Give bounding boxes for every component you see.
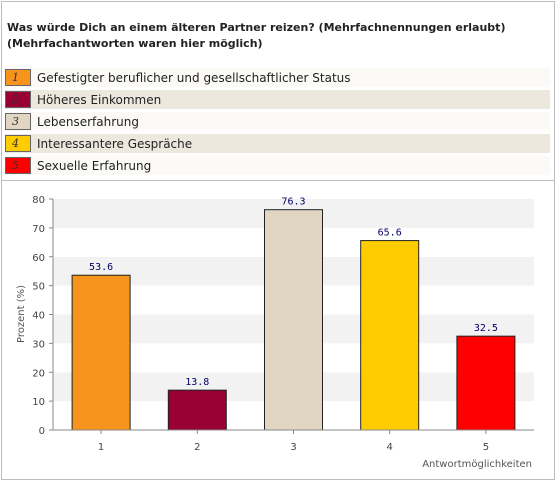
section-divider bbox=[1, 180, 555, 181]
y-tick-label: 50 bbox=[32, 282, 45, 293]
question-line-2: (Mehrfachantworten waren hier möglich) bbox=[7, 37, 263, 50]
legend: 1 Gefestigter beruflicher und gesellscha… bbox=[5, 68, 550, 178]
y-tick-label: 60 bbox=[32, 253, 45, 264]
legend-item-4: 4 Interessantere Gespräche bbox=[5, 134, 550, 153]
x-tick-label-4: 4 bbox=[387, 442, 393, 453]
legend-label-4: Interessantere Gespräche bbox=[37, 136, 193, 151]
legend-number-3: 3 bbox=[12, 115, 19, 128]
legend-label-2: Höheres Einkommen bbox=[37, 92, 162, 107]
bar-1 bbox=[71, 274, 131, 431]
data-label-2: 13.8 bbox=[185, 377, 209, 388]
question-title: Was würde Dich an einem älteren Partner … bbox=[7, 20, 552, 52]
legend-item-1: 1 Gefestigter beruflicher und gesellscha… bbox=[5, 68, 550, 87]
legend-label-3: Lebenserfahrung bbox=[37, 114, 139, 129]
data-label-4: 65.6 bbox=[378, 228, 402, 239]
legend-swatch-4: 4 bbox=[5, 135, 31, 152]
x-tick-label-2: 2 bbox=[194, 442, 200, 453]
legend-swatch-2: 2 bbox=[5, 91, 31, 108]
legend-number-5: 5 bbox=[12, 159, 19, 172]
data-label-1: 53.6 bbox=[89, 262, 113, 273]
x-tick-label-1: 1 bbox=[98, 442, 104, 453]
x-tick-label-5: 5 bbox=[483, 442, 489, 453]
legend-swatch-3: 3 bbox=[5, 113, 31, 130]
y-tick-label: 0 bbox=[39, 426, 45, 437]
legend-item-3: 3 Lebenserfahrung bbox=[5, 112, 550, 131]
data-label-5: 32.5 bbox=[474, 323, 498, 334]
legend-number-1: 1 bbox=[12, 71, 19, 84]
y-tick-label: 70 bbox=[32, 224, 45, 235]
y-axis-label: Prozent (%) bbox=[16, 285, 27, 343]
y-tick-label: 80 bbox=[32, 195, 45, 206]
legend-number-2: 2 bbox=[12, 93, 19, 106]
y-tick-label: 40 bbox=[32, 311, 45, 322]
data-label-3: 76.3 bbox=[281, 197, 305, 208]
legend-item-2: 2 Höheres Einkommen bbox=[5, 90, 550, 109]
bar-5 bbox=[456, 335, 516, 431]
legend-swatch-1: 1 bbox=[5, 69, 31, 86]
legend-swatch-5: 5 bbox=[5, 157, 31, 174]
legend-label-5: Sexuelle Erfahrung bbox=[37, 158, 152, 173]
bar-2 bbox=[167, 389, 227, 431]
x-axis-label: Antwortmöglichkeiten bbox=[422, 459, 532, 470]
legend-item-5: 5 Sexuelle Erfahrung bbox=[5, 156, 550, 175]
question-line-1: Was würde Dich an einem älteren Partner … bbox=[7, 21, 506, 34]
x-tick-label-3: 3 bbox=[290, 442, 296, 453]
bar-3 bbox=[264, 209, 323, 431]
legend-label-1: Gefestigter beruflicher und gesellschaft… bbox=[37, 70, 351, 85]
y-tick-label: 10 bbox=[32, 397, 45, 408]
bar-4 bbox=[360, 240, 420, 431]
y-tick-label: 30 bbox=[32, 339, 45, 350]
y-tick-label: 20 bbox=[32, 368, 45, 379]
legend-number-4: 4 bbox=[12, 137, 19, 150]
